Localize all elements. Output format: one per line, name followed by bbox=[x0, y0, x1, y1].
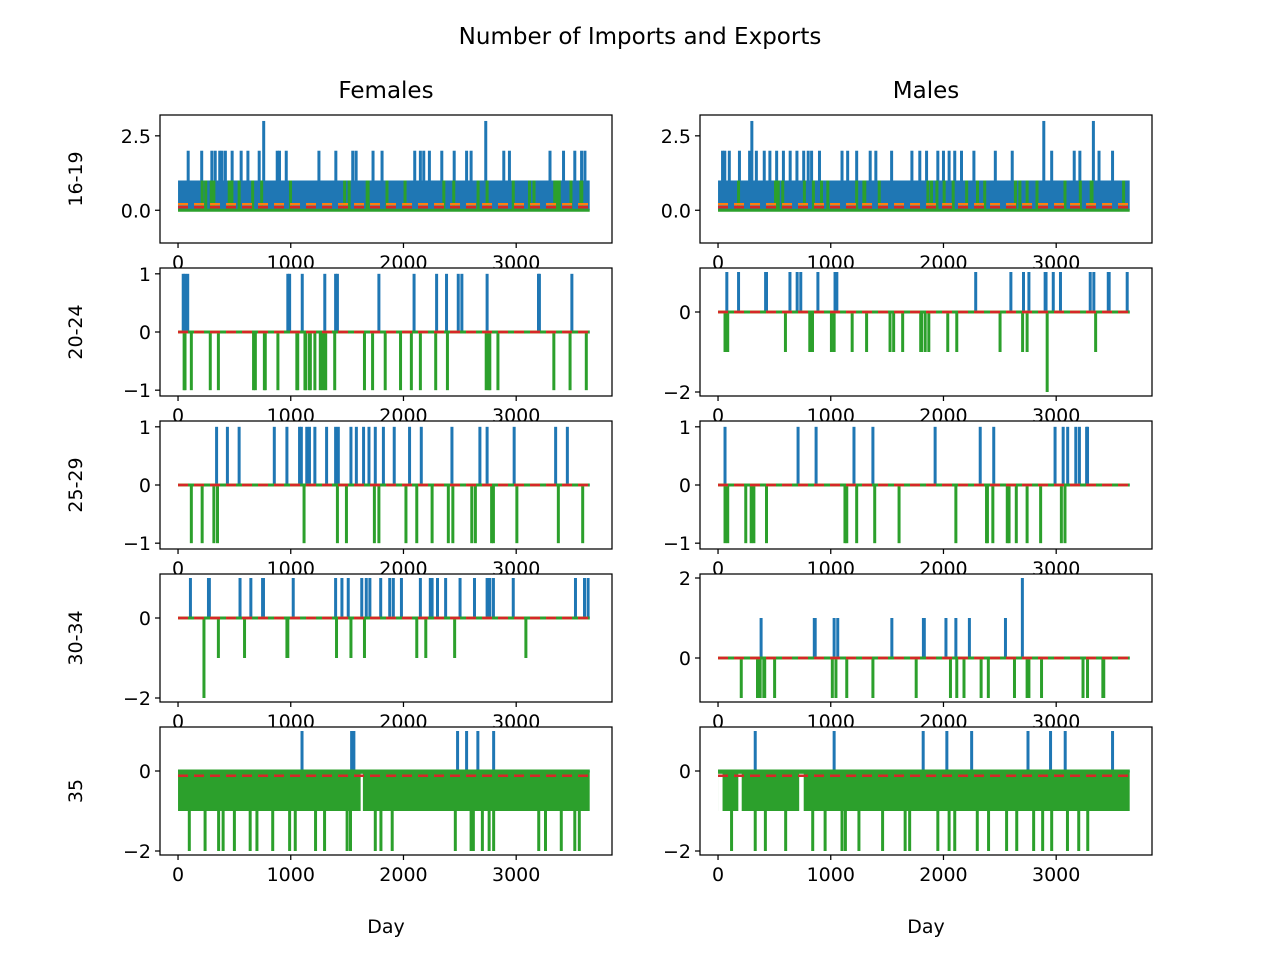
ytick-label: 1 bbox=[679, 417, 691, 439]
ytick-label: 0 bbox=[139, 322, 151, 344]
ytick-label: 0 bbox=[679, 302, 691, 324]
ytick-label: 2 bbox=[679, 568, 691, 590]
row-label: 30-34 bbox=[65, 610, 87, 665]
axes-frame bbox=[699, 726, 1153, 856]
ytick-label: −1 bbox=[663, 533, 691, 555]
ytick-label: −2 bbox=[663, 382, 691, 404]
ytick-label: 0 bbox=[139, 761, 151, 783]
xlabel-females: Day bbox=[367, 916, 405, 938]
xtick-label: 2000 bbox=[919, 864, 967, 886]
ytick-label: −1 bbox=[123, 380, 151, 402]
panel-16-19-males: 0.02.50 1000 2000 3000 bbox=[661, 114, 1153, 274]
axes-frame bbox=[159, 114, 613, 244]
panel-35-females: −2 0 0 1000 2000 3000 35 bbox=[65, 726, 613, 886]
axes-frame bbox=[699, 573, 1153, 703]
row-label: 35 bbox=[65, 779, 87, 803]
exports-gap bbox=[718, 773, 723, 812]
imports-band bbox=[718, 180, 1130, 211]
xtick-label: 2000 bbox=[379, 864, 427, 886]
xtick-label: 0 bbox=[712, 864, 724, 886]
xtick-label: 1000 bbox=[267, 864, 315, 886]
ytick-label: 0 bbox=[679, 761, 691, 783]
ytick-label: 2.5 bbox=[661, 126, 691, 148]
exports-gap bbox=[799, 773, 804, 812]
exports-gap bbox=[738, 773, 742, 812]
col-title-males: Males bbox=[893, 78, 959, 104]
exports-gap bbox=[360, 773, 363, 812]
ytick-label: −2 bbox=[663, 841, 691, 863]
ytick-label: 0.0 bbox=[121, 200, 151, 222]
ytick-label: 0 bbox=[139, 608, 151, 630]
xtick-label: 0 bbox=[172, 864, 184, 886]
panel-20-24-males: −200 1000 2000 3000 bbox=[663, 267, 1153, 427]
col-title-females: Females bbox=[338, 78, 433, 104]
figure-suptitle: Number of Imports and Exports bbox=[459, 24, 822, 50]
exports-band bbox=[178, 771, 590, 811]
ytick-label: 0 bbox=[679, 648, 691, 670]
row-label: 25-29 bbox=[65, 457, 87, 512]
row-label: 20-24 bbox=[65, 304, 87, 359]
axes-frame bbox=[159, 573, 613, 703]
axes-frame bbox=[699, 114, 1153, 244]
xtick-label: 3000 bbox=[492, 864, 540, 886]
panel-35-males: −2 0 0 1000 2000 3000 bbox=[663, 726, 1153, 886]
panel-30-34-males: 020 1000 2000 3000 bbox=[679, 568, 1153, 733]
ytick-label: −2 bbox=[123, 841, 151, 863]
xtick-label: 1000 bbox=[807, 864, 855, 886]
ytick-label: −1 bbox=[123, 533, 151, 555]
ytick-label: 0 bbox=[139, 475, 151, 497]
row-label: 16-19 bbox=[65, 151, 87, 206]
xtick-label: 3000 bbox=[1032, 864, 1080, 886]
exports-band bbox=[718, 771, 1130, 811]
axes-frame bbox=[159, 726, 613, 856]
axes-frame bbox=[699, 267, 1153, 397]
axes-background bbox=[160, 574, 612, 702]
ytick-label: 2.5 bbox=[121, 126, 151, 148]
ytick-label: 0 bbox=[679, 475, 691, 497]
ytick-label: 0.0 bbox=[661, 200, 691, 222]
xlabel-males: Day bbox=[907, 916, 945, 938]
ytick-label: −2 bbox=[123, 688, 151, 710]
ytick-label: 1 bbox=[139, 264, 151, 286]
ytick-label: 1 bbox=[139, 417, 151, 439]
